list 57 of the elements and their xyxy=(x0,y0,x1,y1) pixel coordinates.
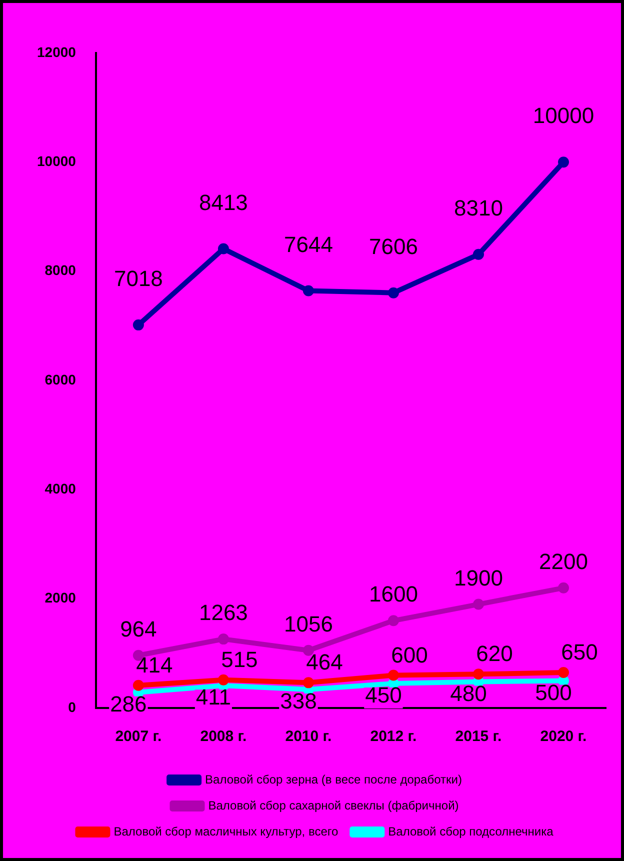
data-label: 414 xyxy=(136,652,173,678)
data-label: 286 xyxy=(110,691,147,716)
data-label: 1900 xyxy=(454,565,503,590)
data-label: 7606 xyxy=(368,234,418,259)
point xyxy=(472,598,484,610)
x-tick-label: 2012 г. xyxy=(370,728,417,746)
data-label: 500 xyxy=(535,680,572,705)
y-tick-label: 8000 xyxy=(44,262,76,278)
point xyxy=(558,582,569,594)
data-label: 620 xyxy=(476,641,513,666)
x-tick-label: 2007 г. xyxy=(115,728,162,746)
data-label: 480 xyxy=(450,680,487,706)
y-tick-label: 6000 xyxy=(44,371,76,388)
data-label: 515 xyxy=(221,646,258,672)
legend-label: Валовой сбор сахарной свеклы (фабричной) xyxy=(208,798,459,812)
point xyxy=(472,248,484,260)
x-tick-label: 2008 г. xyxy=(200,728,247,746)
x-tick-label: 2020 г. xyxy=(540,728,587,746)
point xyxy=(558,667,569,678)
point xyxy=(132,319,144,330)
data-label: 1263 xyxy=(198,600,248,626)
legend-label: Валовой сбор зерна (в весе после доработки) xyxy=(205,772,462,786)
point xyxy=(218,634,229,645)
y-tick-label: 10000 xyxy=(36,153,76,170)
data-label: 7644 xyxy=(284,232,333,257)
data-label: 8310 xyxy=(454,195,503,220)
data-label: 7018 xyxy=(114,266,163,291)
point xyxy=(388,670,399,681)
data-label: 1056 xyxy=(284,611,333,636)
data-label: 964 xyxy=(120,616,157,642)
point xyxy=(218,674,229,686)
data-label: 10000 xyxy=(532,103,594,128)
point xyxy=(472,668,484,680)
legend-label: Валовой сбор подсолнечника xyxy=(388,824,554,838)
data-label: 650 xyxy=(561,640,598,665)
data-label: 1600 xyxy=(368,582,418,607)
data-label: 450 xyxy=(365,682,402,708)
point xyxy=(218,243,229,254)
y-tick-label: 4000 xyxy=(44,480,76,497)
legend-label: Валовой сбор масличных культур, всего xyxy=(114,824,338,838)
data-label: 2200 xyxy=(539,548,588,574)
x-tick-label: 2015 г. xyxy=(455,728,502,746)
data-label: 464 xyxy=(306,650,343,675)
data-label: 8413 xyxy=(198,190,248,215)
point xyxy=(302,677,314,688)
point xyxy=(388,615,399,626)
point xyxy=(302,285,314,296)
y-tick-label: 0 xyxy=(68,698,76,715)
point xyxy=(388,287,399,298)
point xyxy=(132,680,144,691)
point xyxy=(558,156,569,168)
x-tick-label: 2010 г. xyxy=(285,728,332,746)
data-label: 600 xyxy=(391,642,428,668)
data-label: 338 xyxy=(280,688,317,714)
data-label: 411 xyxy=(196,684,231,710)
y-tick-label: 12000 xyxy=(36,44,76,60)
y-tick-label: 2000 xyxy=(44,590,76,606)
